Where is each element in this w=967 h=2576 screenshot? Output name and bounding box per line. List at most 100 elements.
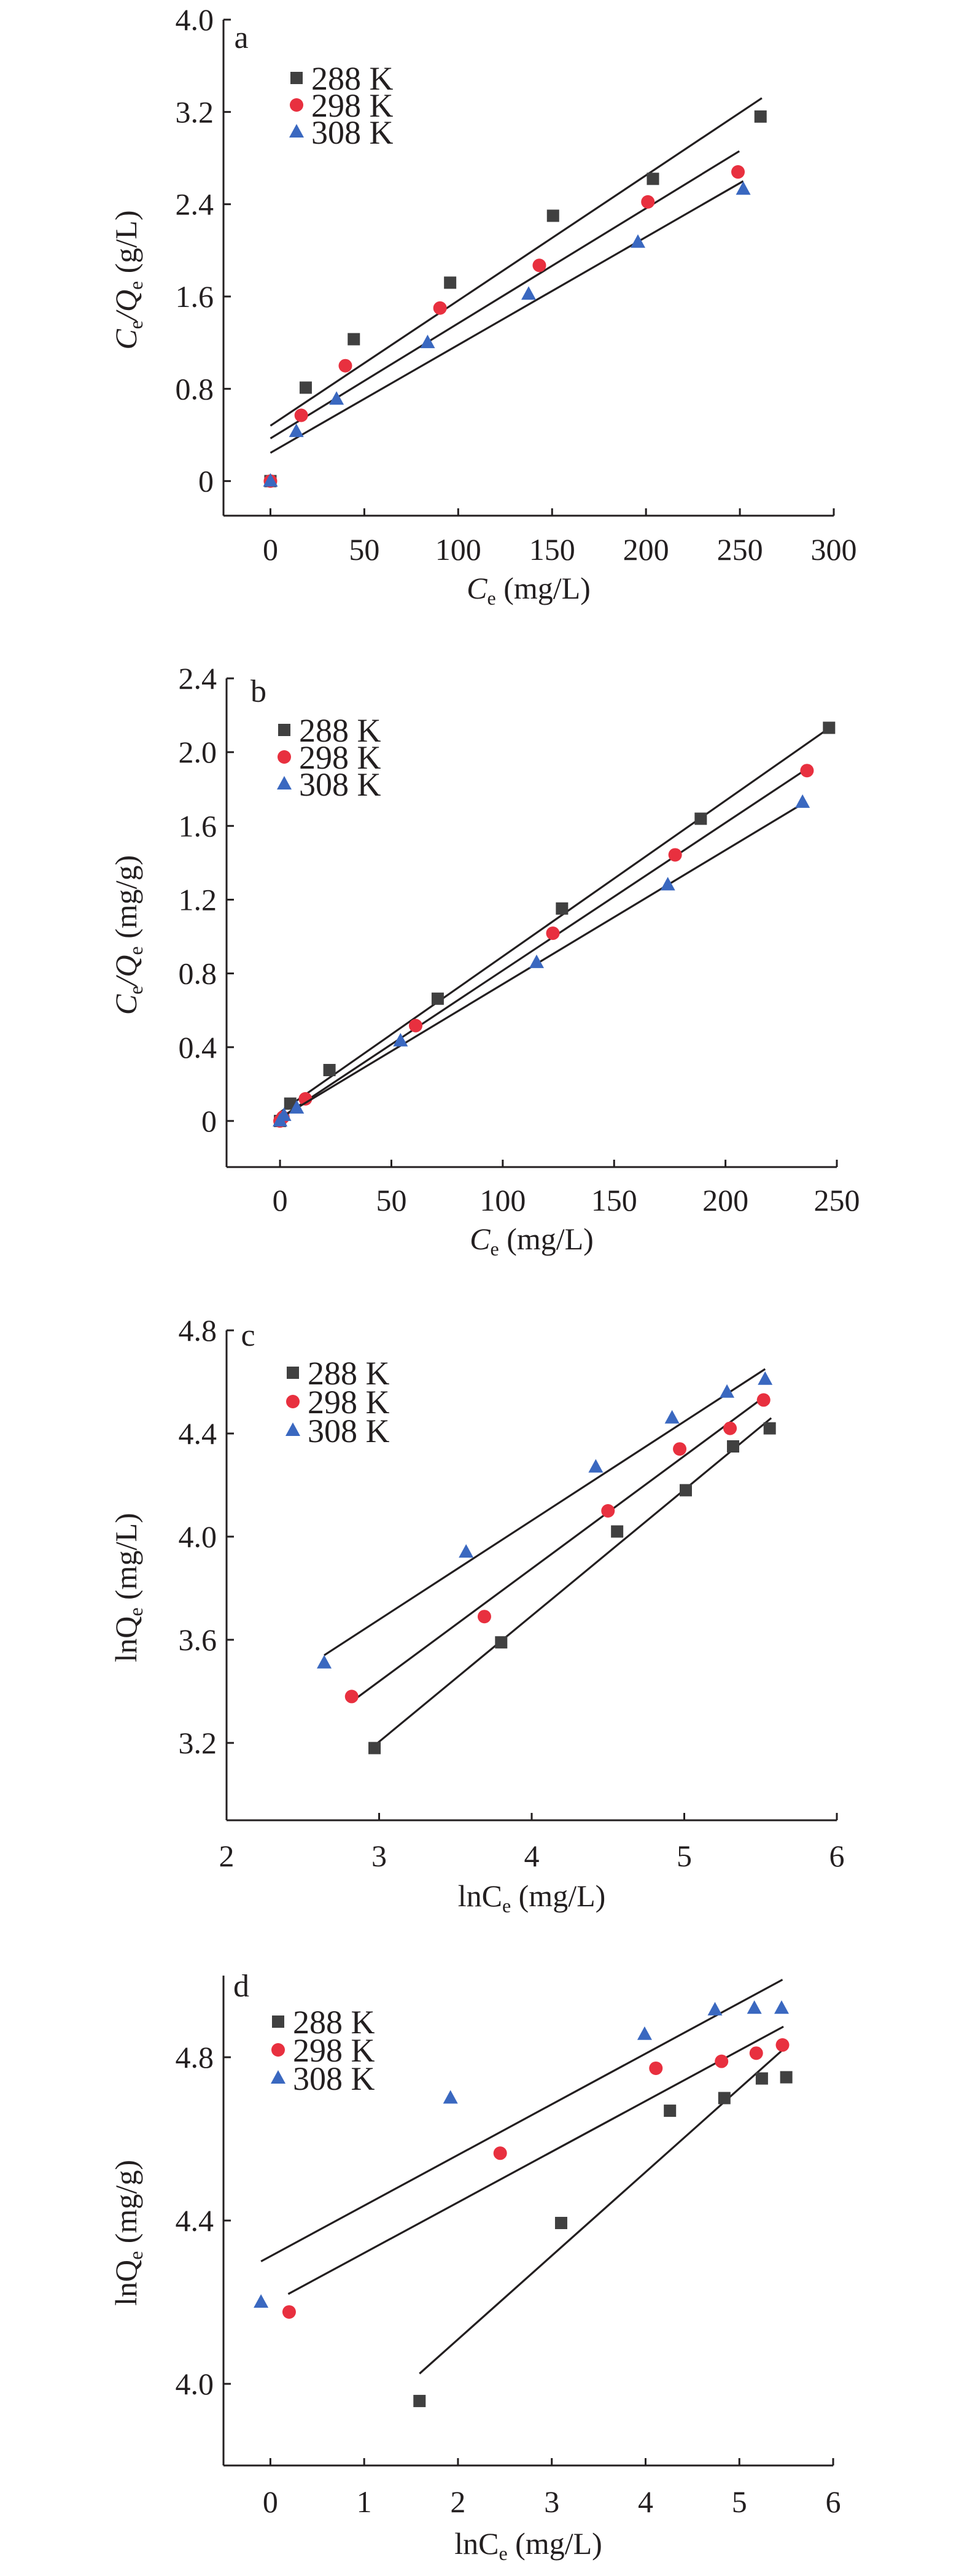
data-point xyxy=(664,1410,680,1424)
y-tick-label: 4.8 xyxy=(176,2040,214,2074)
data-point xyxy=(611,1525,624,1538)
fit-line xyxy=(374,1417,772,1747)
data-point xyxy=(477,1610,491,1624)
data-point xyxy=(546,926,560,941)
x-tick-label: 2 xyxy=(219,1839,235,1873)
data-point xyxy=(647,173,659,185)
y-label-sub: e xyxy=(125,2251,147,2260)
x-tick-label: 4 xyxy=(524,1839,540,1873)
y-label-unit: (g/L) xyxy=(109,211,143,281)
series-298k xyxy=(282,2025,790,2319)
data-point xyxy=(641,195,655,209)
y-axis-label: Ce/Qe (mg/g) xyxy=(109,855,147,1015)
data-point xyxy=(747,2000,762,2014)
legend-marker-triangle xyxy=(277,776,292,789)
x-label-main: lnC xyxy=(458,1879,502,1913)
legend-marker-square xyxy=(290,72,303,84)
fit-line xyxy=(324,1368,766,1656)
legend-marker-triangle xyxy=(289,124,304,138)
data-point xyxy=(299,381,312,394)
x-label-sub: e xyxy=(487,587,496,609)
y-tick-label: 0.8 xyxy=(176,371,214,406)
y-label-unit: (mg/L) xyxy=(109,1513,143,1607)
panel-label: b xyxy=(250,674,266,709)
y-label-main: C xyxy=(109,329,143,350)
x-tick-label: 250 xyxy=(814,1183,860,1217)
data-point xyxy=(780,2071,793,2084)
y-tick-label: 4.4 xyxy=(179,1416,217,1451)
fit-line xyxy=(279,727,830,1114)
x-tick-label: 0 xyxy=(273,1183,288,1217)
legend-label: 298 K xyxy=(293,2032,375,2069)
x-tick-label: 5 xyxy=(677,1839,692,1873)
legend-marker-square xyxy=(278,724,290,736)
data-point xyxy=(294,408,308,422)
x-tick-label: 1 xyxy=(357,2485,372,2519)
series-308k xyxy=(273,794,810,1127)
x-label-main: C xyxy=(470,1222,491,1256)
y-tick-label: 2.0 xyxy=(179,735,217,769)
data-point xyxy=(338,359,352,373)
x-tick-label: 150 xyxy=(591,1183,637,1217)
x-tick-label: 250 xyxy=(717,532,763,567)
x-axis-label: lnCe (mg/L) xyxy=(454,2526,602,2564)
fit-line xyxy=(260,1979,783,2262)
fit-line xyxy=(419,2044,789,2375)
legend-label: 288 K xyxy=(293,2004,375,2041)
series-298k xyxy=(344,1393,771,1704)
legend-label: 288 K xyxy=(308,1355,390,1392)
fit-line xyxy=(279,802,803,1119)
data-point xyxy=(588,1459,604,1473)
y-tick-label: 4.4 xyxy=(176,2203,214,2238)
data-point xyxy=(727,1440,740,1453)
y-tick-label: 1.6 xyxy=(179,809,217,843)
y-tick-label: 0 xyxy=(201,1104,217,1138)
data-point xyxy=(276,1107,292,1121)
legend-marker-circle xyxy=(290,98,303,112)
data-point xyxy=(673,1442,687,1456)
data-point xyxy=(755,2072,768,2085)
data-point xyxy=(736,181,751,195)
series-308k xyxy=(263,180,751,487)
x-tick-label: 300 xyxy=(811,532,857,567)
x-tick-label: 4 xyxy=(638,2485,653,2519)
data-point xyxy=(718,2092,731,2105)
data-point xyxy=(348,333,360,346)
data-point xyxy=(532,258,546,273)
data-point xyxy=(707,2001,723,2015)
data-point xyxy=(723,1421,737,1435)
data-point xyxy=(774,2000,789,2014)
x-label-unit: (mg/L) xyxy=(508,2526,602,2561)
y-label-unit: (mg/g) xyxy=(109,2160,143,2251)
legend-marker-circle xyxy=(271,2043,285,2057)
x-axis-label: lnCe (mg/L) xyxy=(458,1879,606,1917)
panel-label: c xyxy=(241,1318,255,1353)
y-tick-label: 1.2 xyxy=(179,882,217,917)
x-tick-label: 0 xyxy=(263,2485,278,2519)
data-point xyxy=(413,2394,426,2407)
x-label-unit: (mg/L) xyxy=(496,571,591,605)
x-tick-label: 50 xyxy=(349,532,379,567)
fit-line xyxy=(351,1396,764,1703)
y-tick-label: 2.4 xyxy=(179,661,217,696)
data-point xyxy=(521,286,536,300)
y-tick-label: 3.6 xyxy=(179,1623,217,1657)
panel-a: 0 0.8 1.6 2.4 3.2 4.0 0 50 100 150 200 250 300 Ce (mg… xyxy=(109,2,857,609)
x-tick-label: 5 xyxy=(732,2485,747,2519)
x-label-main: C xyxy=(467,571,487,605)
legend-marker-triangle xyxy=(285,1422,300,1436)
data-point xyxy=(282,2305,296,2319)
data-point xyxy=(431,992,444,1005)
data-point xyxy=(546,209,559,222)
data-point xyxy=(323,1064,336,1077)
data-point xyxy=(660,877,675,891)
data-point xyxy=(289,1100,305,1114)
legend-label: 288 K xyxy=(299,712,381,749)
panel-b: 0 0.4 0.8 1.2 1.6 2.0 2.4 0 50 100 150 200 250 Ce (mg… xyxy=(109,661,860,1260)
data-point xyxy=(443,2090,458,2104)
x-tick-label: 6 xyxy=(829,1839,845,1873)
data-point xyxy=(420,335,435,349)
